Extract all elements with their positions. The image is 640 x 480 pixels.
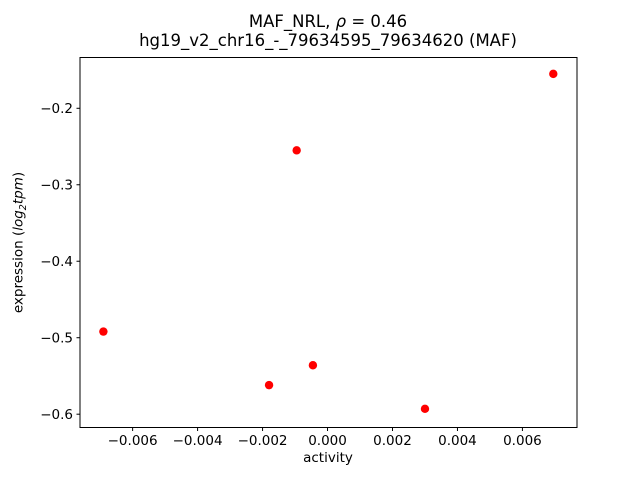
y-axis-label: expression (log2tpm) — [11, 85, 30, 401]
x-tick-label: 0.000 — [308, 433, 347, 449]
ylabel-log: log — [10, 210, 27, 231]
x-tick-label: 0.002 — [373, 433, 412, 449]
data-point — [99, 327, 108, 336]
axes-frame — [79, 57, 578, 428]
data-point — [420, 404, 430, 414]
chart-title: MAF_NRL, ρ = 0.46 hg19_v2_chr16_-_796345… — [28, 12, 628, 50]
rho-symbol: ρ — [335, 12, 347, 31]
chart-title-line2: hg19_v2_chr16_-_79634595_79634620 (MAF) — [139, 30, 517, 50]
ylabel-tpm: tpm — [10, 177, 27, 205]
x-tick-label: −0.002 — [238, 433, 288, 449]
data-point — [264, 380, 274, 390]
x-axis-label: activity — [303, 450, 353, 466]
y-tick-label: −0.3 — [40, 178, 73, 194]
chart-title-line1: MAF_NRL, ρ = 0.46 — [28, 12, 628, 32]
y-tick-label: −0.2 — [40, 101, 73, 117]
y-tick-label: −0.5 — [40, 331, 73, 347]
ylabel-log-subscript: 2 — [18, 204, 30, 211]
data-point — [292, 146, 301, 155]
x-tick-label: −0.004 — [173, 433, 223, 449]
x-tick-label: 0.004 — [438, 433, 477, 449]
ylabel-prefix: expression ( — [10, 230, 27, 314]
y-tick-label: −0.6 — [40, 407, 73, 423]
y-tick-label: −0.4 — [40, 254, 73, 270]
ylabel-suffix: ) — [10, 171, 27, 178]
title-text-prefix: MAF_NRL, — [248, 12, 336, 31]
data-point — [549, 69, 558, 79]
title-rho-value: = 0.46 — [346, 12, 408, 31]
x-tick-label: 0.006 — [503, 433, 542, 449]
x-tick-label: −0.006 — [108, 433, 158, 449]
data-point — [308, 361, 318, 370]
